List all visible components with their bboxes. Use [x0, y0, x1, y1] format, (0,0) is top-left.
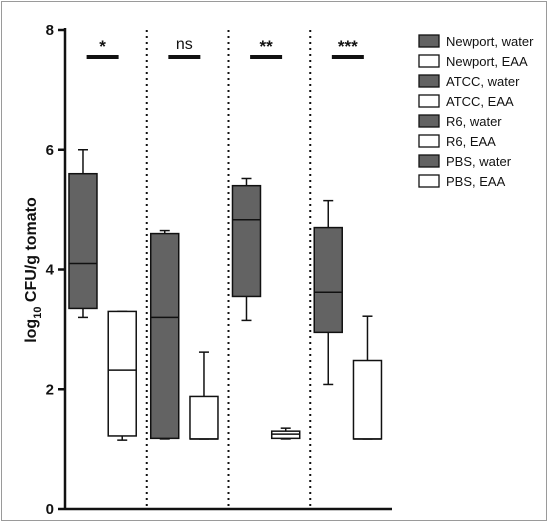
box-pbs-water: [313, 199, 343, 386]
box-atcc-water: [149, 229, 180, 440]
legend-label: R6, EAA: [446, 134, 496, 149]
significance-label: **: [259, 37, 273, 56]
box-pbs-eaa: [352, 315, 383, 440]
y-axis-label: log10 CFU/g tomato: [23, 197, 44, 343]
axes: 0 2 4 6 8: [46, 22, 392, 518]
box-iqr: [107, 310, 137, 437]
box-r6-water: [231, 177, 262, 322]
legend-swatch: [418, 154, 440, 168]
legend: Newport, water Newport, EAA ATCC, water ATC…: [418, 34, 534, 189]
y-tick-label: 0: [46, 501, 54, 518]
group-separators: [145, 30, 312, 509]
y-axis-label-sub: 10: [32, 307, 44, 319]
legend-label: Newport, EAA: [446, 54, 528, 69]
box-newport-eaa: [107, 310, 137, 441]
box-iqr: [68, 172, 98, 310]
legend-swatch: [418, 134, 440, 148]
significance-label: ***: [338, 37, 358, 56]
box-atcc-eaa: [189, 351, 219, 440]
legend-swatch: [418, 174, 440, 188]
box-iqr: [189, 395, 219, 440]
legend-label: PBS, water: [446, 154, 512, 169]
legend-label: ATCC, water: [446, 74, 520, 89]
y-tick-label: 4: [46, 262, 55, 279]
y-tick-label: 8: [46, 22, 54, 39]
y-axis-label-post: CFU/g tomato: [23, 197, 40, 307]
legend-label: Newport, water: [446, 34, 534, 49]
box-iqr: [313, 226, 343, 334]
y-tick-label: 6: [46, 142, 54, 159]
legend-label: R6, water: [446, 114, 502, 129]
y-tick-label: 2: [46, 381, 54, 398]
box-iqr: [352, 359, 383, 440]
box-iqr: [149, 232, 180, 440]
legend-label: PBS, EAA: [446, 174, 506, 189]
significance-label: ns: [176, 36, 193, 53]
legend-swatch: [418, 94, 440, 108]
significance-label: *: [99, 37, 106, 56]
significance-markers: * ns ** ***: [86, 36, 364, 59]
box-iqr: [231, 184, 262, 298]
legend-swatch: [418, 54, 440, 68]
legend-label: ATCC, EAA: [446, 94, 514, 109]
legend-swatch: [418, 34, 440, 48]
legend-swatch: [418, 114, 440, 128]
box-newport-water: [68, 149, 98, 319]
y-axis-label-pre: log: [23, 319, 40, 343]
legend-swatch: [418, 74, 440, 88]
boxes: [68, 149, 383, 441]
box-r6-eaa: [270, 427, 301, 440]
